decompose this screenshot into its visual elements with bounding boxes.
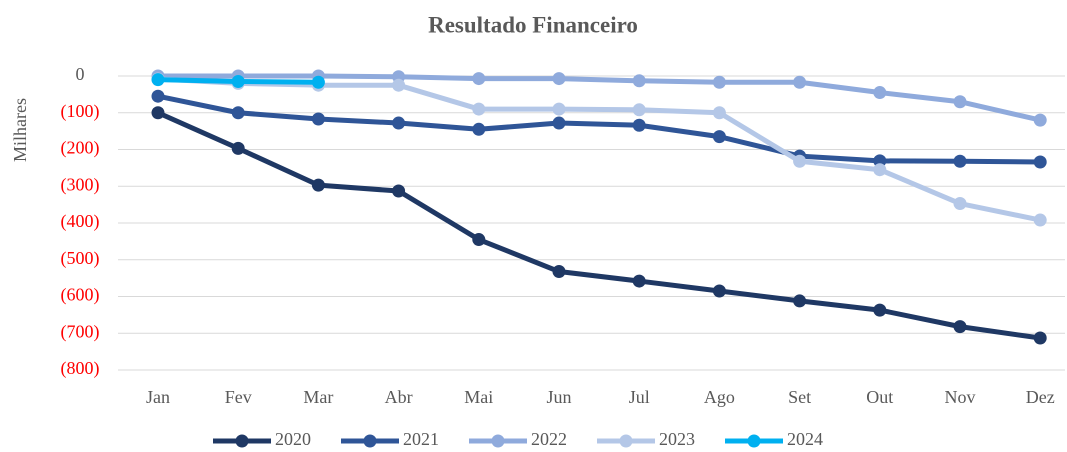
legend-label: 2021 (403, 429, 439, 449)
legend-label: 2023 (659, 429, 695, 449)
data-point (632, 103, 646, 117)
data-point (552, 265, 566, 279)
legend-marker (235, 434, 249, 448)
data-point (793, 75, 807, 89)
legend-marker (619, 434, 633, 448)
legend-marker (747, 434, 761, 448)
y-tick-label: (300) (61, 174, 100, 195)
legend-label: 2020 (275, 429, 311, 449)
data-point (311, 178, 325, 192)
x-tick-label: Jul (629, 387, 650, 407)
data-point (151, 106, 165, 120)
data-point (151, 89, 165, 103)
data-point (1033, 113, 1047, 127)
series-line (157, 76, 1041, 223)
data-point (472, 233, 486, 247)
data-point (151, 73, 165, 87)
data-point (1033, 213, 1047, 227)
y-tick-label: 0 (76, 64, 85, 84)
data-point (1033, 331, 1047, 345)
data-point (953, 95, 967, 109)
x-tick-label: Mai (464, 387, 493, 407)
data-point (712, 284, 726, 298)
chart-title: Resultado Financeiro (428, 12, 638, 37)
x-tick-label: Jan (146, 387, 170, 407)
data-point (472, 72, 486, 86)
y-tick-label: (200) (61, 138, 100, 159)
y-tick-label: (500) (61, 248, 100, 269)
series-line (156, 110, 1041, 341)
legend-label: 2022 (531, 429, 567, 449)
data-point (311, 75, 325, 89)
x-tick-label: Mar (303, 387, 333, 407)
series-line (157, 93, 1041, 165)
data-point (472, 102, 486, 116)
x-tick-label: Set (788, 387, 811, 407)
y-tick-label: (600) (61, 285, 100, 306)
data-point (712, 75, 726, 89)
data-point (231, 141, 245, 155)
x-tick-label: Ago (704, 387, 735, 407)
data-point (632, 118, 646, 132)
y-tick-label: (700) (61, 321, 100, 342)
x-tick-label: Abr (385, 387, 413, 407)
data-point (712, 130, 726, 144)
x-tick-label: Dez (1026, 387, 1055, 407)
y-tick-label: (800) (61, 358, 100, 379)
data-point (953, 154, 967, 168)
legend-marker (491, 434, 505, 448)
x-tick-label: Fev (225, 387, 252, 407)
data-point (311, 112, 325, 126)
x-tick-label: Out (866, 387, 893, 407)
data-point (231, 75, 245, 89)
data-point (953, 320, 967, 334)
legend-marker (363, 434, 377, 448)
y-tick-label: (400) (61, 211, 100, 232)
data-point (472, 122, 486, 136)
data-point (552, 72, 566, 86)
data-point (392, 78, 406, 92)
data-point (632, 74, 646, 88)
x-tick-label: Nov (945, 387, 976, 407)
legend-label: 2024 (787, 429, 823, 449)
data-point (793, 294, 807, 308)
data-point (231, 106, 245, 120)
y-axis-label: Milhares (10, 98, 30, 162)
data-point (873, 303, 887, 317)
x-tick-label: Jun (546, 387, 571, 407)
series-line (158, 73, 1041, 123)
data-point (392, 116, 406, 130)
data-point (1033, 155, 1047, 169)
data-point (793, 154, 807, 168)
data-point (552, 116, 566, 130)
y-tick-label: (100) (61, 101, 100, 122)
data-point (873, 86, 887, 100)
data-point (392, 184, 406, 198)
data-point (632, 274, 646, 288)
data-point (552, 102, 566, 116)
data-point (953, 197, 967, 211)
data-point (873, 163, 887, 177)
data-point (712, 106, 726, 120)
